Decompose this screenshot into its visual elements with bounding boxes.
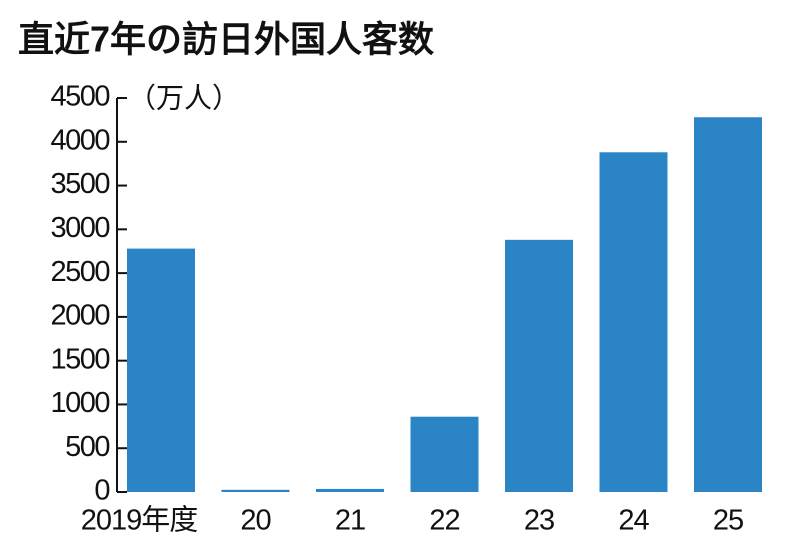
x-tick-label: 20 bbox=[240, 505, 270, 537]
x-tick-label: 25 bbox=[713, 505, 743, 537]
x-tick-label: 24 bbox=[618, 505, 649, 537]
bar bbox=[221, 489, 290, 492]
x-tick-label: 22 bbox=[429, 505, 459, 537]
x-tick-label: 21 bbox=[335, 505, 365, 537]
y-tick-label: 4000 bbox=[50, 124, 109, 156]
y-tick-label: 500 bbox=[65, 431, 109, 463]
y-tick-label: 1000 bbox=[50, 387, 109, 419]
y-tick-label: 0 bbox=[94, 475, 109, 507]
y-tick-label: 3000 bbox=[50, 212, 109, 244]
x-tick-label: 2019年度 bbox=[81, 504, 198, 537]
bar bbox=[599, 152, 668, 493]
chart-title: 直近7年の訪日外国人客数 bbox=[18, 19, 434, 60]
bar bbox=[505, 239, 573, 492]
bar bbox=[127, 248, 195, 492]
y-tick-label: 2000 bbox=[50, 300, 109, 332]
y-tick-label: 3500 bbox=[50, 168, 109, 200]
y-tick-label: 1500 bbox=[50, 343, 109, 375]
bar bbox=[316, 488, 384, 492]
bar bbox=[410, 416, 479, 492]
y-tick-label: 4500 bbox=[50, 81, 109, 113]
unit-label: （万人） bbox=[128, 82, 240, 113]
x-tick-label: 23 bbox=[524, 505, 554, 537]
bar bbox=[694, 117, 762, 493]
y-tick-label: 2500 bbox=[50, 256, 109, 288]
